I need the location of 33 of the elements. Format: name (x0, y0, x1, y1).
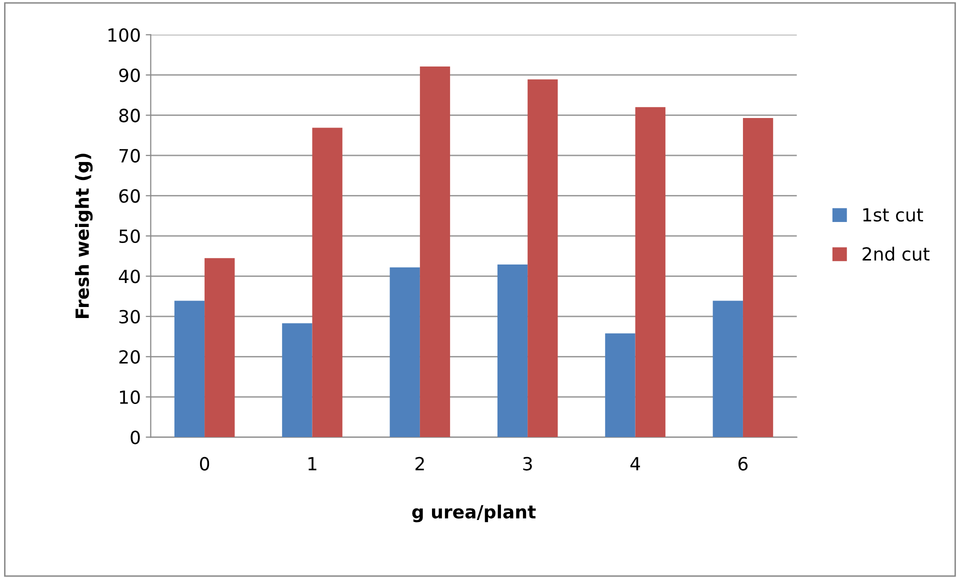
bar (712, 300, 743, 438)
legend-label: 2nd cut (862, 246, 930, 261)
y-tick-label: 100 (108, 28, 140, 42)
bar (390, 267, 420, 438)
x-tick-label: 1 (308, 457, 316, 470)
x-tick-label: 2 (416, 456, 424, 470)
bar (282, 323, 312, 438)
y-tick-label: 90 (119, 68, 140, 82)
bar (312, 128, 342, 438)
bar (174, 300, 205, 438)
y-tick-label: 50 (119, 229, 140, 244)
bar (528, 79, 558, 438)
y-tick-label: 80 (119, 108, 140, 122)
x-tick-label: 4 (630, 457, 640, 470)
bar (605, 333, 636, 438)
bar (420, 66, 450, 438)
bar (204, 258, 235, 438)
legend-label: 1st cut (863, 208, 924, 222)
bar (497, 264, 528, 438)
x-tick-label: 6 (738, 456, 748, 471)
x-tick-label: 0 (200, 456, 210, 471)
y-axis-title: Fresh weight (g) (75, 154, 93, 318)
y-tick-label: 40 (118, 270, 140, 284)
y-tick-label: 60 (119, 189, 140, 203)
y-tick-label: 20 (119, 350, 140, 364)
bar (635, 107, 666, 438)
x-tick-label: 3 (523, 456, 532, 471)
y-tick-label: 30 (119, 310, 140, 324)
x-axis-title: g urea/plant (412, 504, 536, 522)
y-tick-label: 10 (120, 390, 140, 404)
y-tick-label: 70 (120, 148, 140, 163)
y-tick-label: 0 (130, 430, 140, 444)
bar (742, 118, 774, 438)
